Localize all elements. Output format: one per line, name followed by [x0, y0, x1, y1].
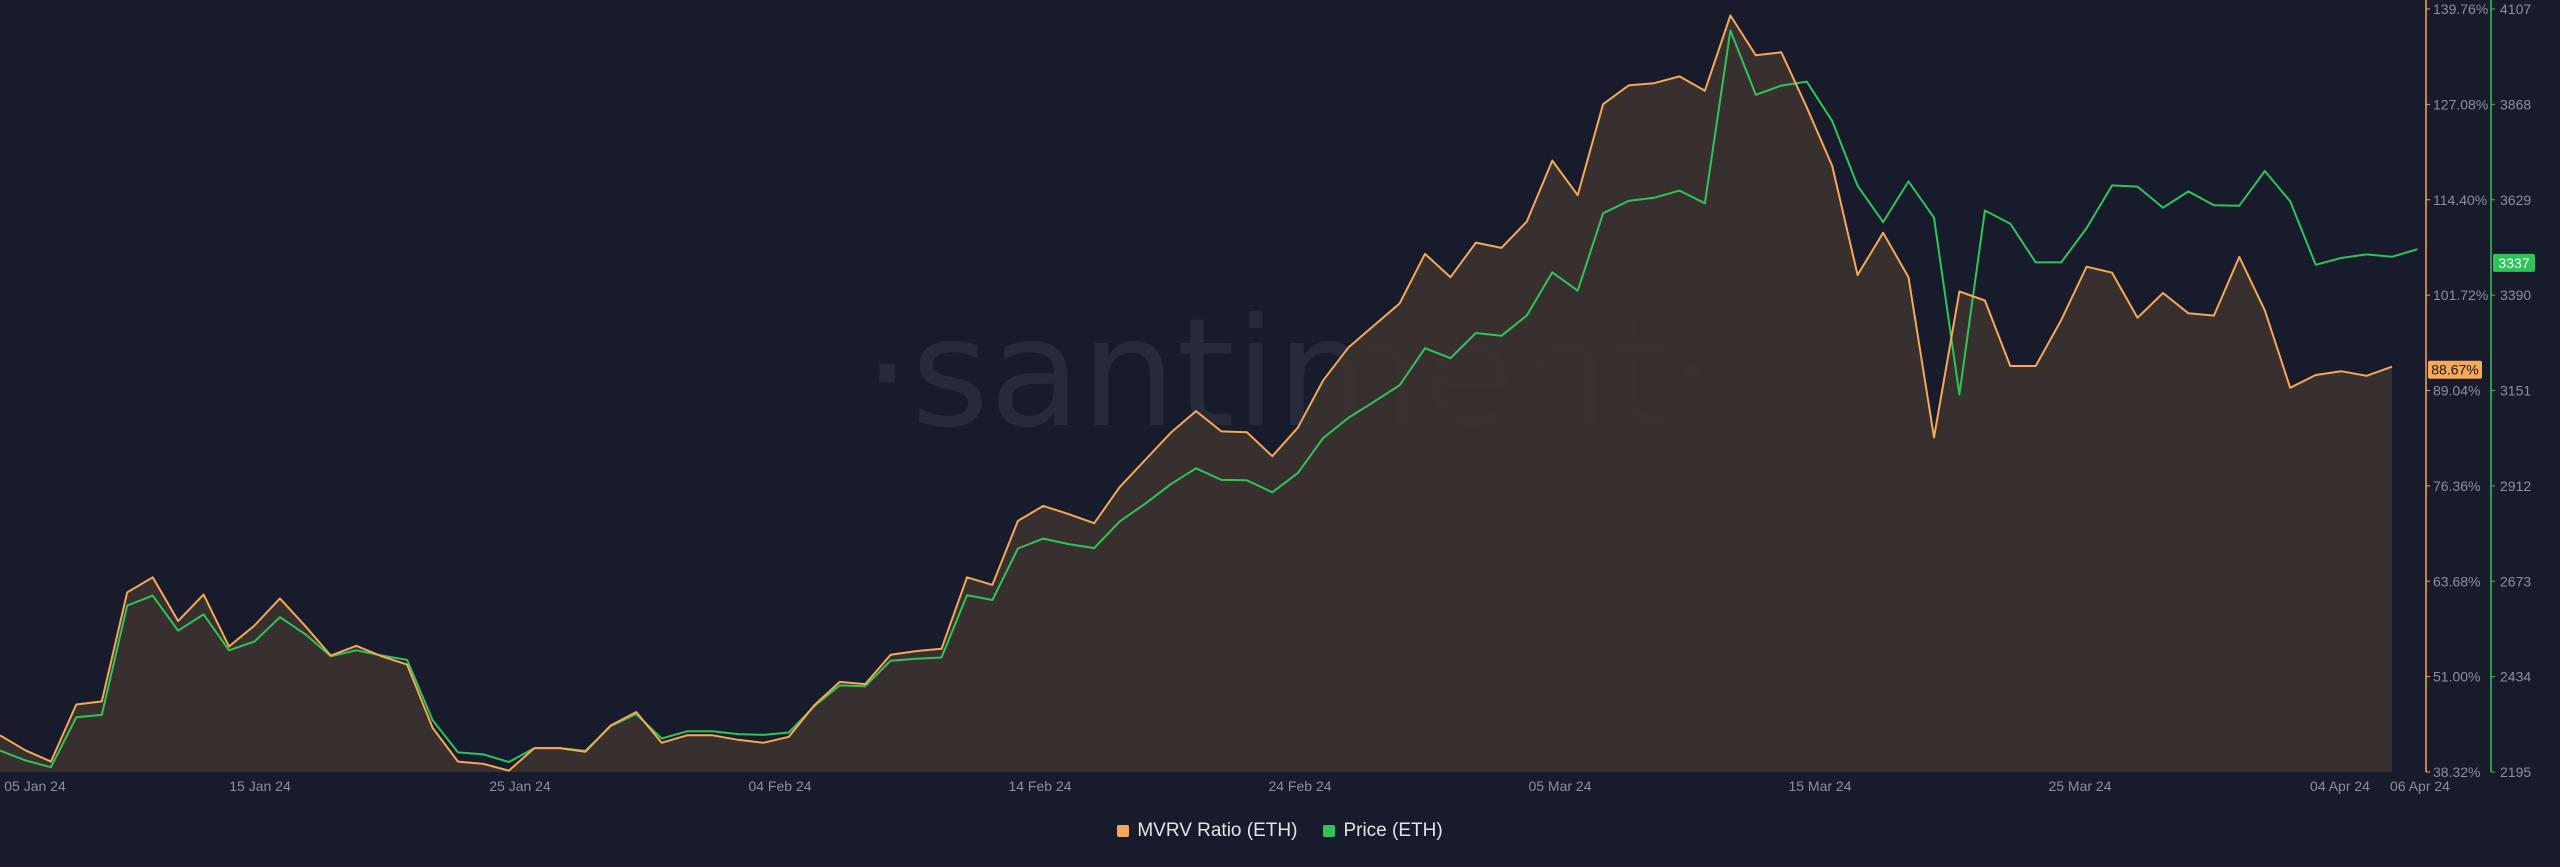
area-layer [0, 15, 2392, 772]
price-tick-label: 3151 [2500, 383, 2531, 399]
price-line [0, 29, 2418, 769]
x-tick-label: 15 Mar 24 [1788, 778, 1851, 794]
mvrv-current-badge: 88.67% [2428, 360, 2482, 379]
mvrv-tick-label: 127.08% [2433, 96, 2488, 112]
x-tick-label: 25 Jan 24 [489, 778, 551, 794]
price-tick-label: 2673 [2500, 573, 2531, 589]
legend-item-price[interactable]: Price (ETH) [1323, 820, 1443, 842]
price-badge-bg [2493, 253, 2535, 272]
legend-label-price: Price (ETH) [1343, 820, 1443, 841]
price-badge-text: 3337 [2498, 255, 2529, 271]
mvrv-badge-bg [2428, 360, 2482, 379]
x-tick-label: 05 Mar 24 [1528, 778, 1591, 794]
price-tick-label: 2434 [2500, 669, 2531, 685]
x-tick-label: 25 Mar 24 [2048, 778, 2111, 794]
x-tick-label: 06 Apr 24 [2390, 778, 2450, 794]
mvrv-tick-label: 89.04% [2433, 383, 2480, 399]
mvrv-tick-label: 76.36% [2433, 478, 2480, 494]
x-tick-label: 14 Feb 24 [1008, 778, 1071, 794]
line-layer [0, 14, 2418, 772]
price-tick-label: 4107 [2500, 1, 2531, 17]
legend-swatch-mvrv [1117, 825, 1130, 837]
legend-swatch-price [1323, 825, 1336, 837]
legend-label-mvrv: MVRV Ratio (ETH) [1137, 820, 1298, 841]
price-tick-label: 2195 [2500, 764, 2531, 780]
price-tick-label: 3868 [2500, 96, 2531, 112]
mvrv-tick-label: 101.72% [2433, 287, 2488, 303]
axis-layer: 139.76% 127.08% 114.40% 101.72% 89.04% 76.36%… [4, 0, 2535, 794]
x-tick-label: 15 Jan 24 [229, 778, 291, 794]
x-tick-label: 05 Jan 24 [4, 778, 66, 794]
mvrv-tick-label: 51.00% [2433, 669, 2480, 685]
mvrv-tick-label: 114.40% [2433, 192, 2487, 208]
mvrv-tick-label: 38.32% [2433, 764, 2480, 780]
x-tick-label: 24 Feb 24 [1268, 778, 1331, 794]
mvrv-tick-label: 139.76% [2433, 1, 2488, 17]
price-current-badge: 3337 [2493, 253, 2535, 272]
x-tick-label: 04 Apr 24 [2310, 778, 2370, 794]
price-tick-label: 2912 [2500, 478, 2531, 494]
x-tick-label: 04 Feb 24 [748, 778, 811, 794]
mvrv-tick-label: 63.68% [2433, 573, 2480, 589]
mvrv-badge-text: 88.67% [2431, 362, 2478, 378]
price-tick-label: 3390 [2500, 287, 2531, 303]
mvrv-area [0, 15, 2392, 772]
legend-item-mvrv[interactable]: MVRV Ratio (ETH) [1117, 820, 1297, 842]
mvrv-line [0, 14, 2393, 772]
price-tick-label: 3629 [2500, 192, 2531, 208]
legend: MVRV Ratio (ETH) Price (ETH) [0, 820, 2560, 842]
